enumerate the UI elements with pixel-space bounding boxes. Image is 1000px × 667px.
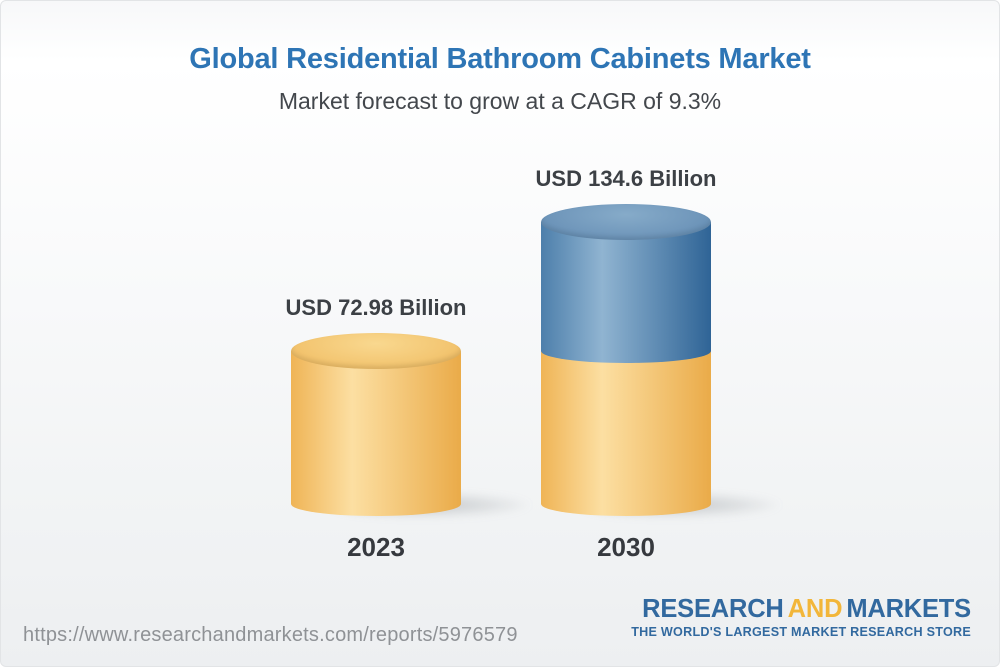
- x-axis-label-2030: 2030: [597, 532, 655, 562]
- logo-tagline: THE WORLD'S LARGEST MARKET RESEARCH STOR…: [631, 625, 971, 639]
- logo-wordmark: RESEARCH AND MARKETS: [631, 595, 971, 623]
- logo-word-markets: MARKETS: [846, 595, 971, 623]
- logo-word-research: RESEARCH: [642, 595, 784, 623]
- page-subtitle: Market forecast to grow at a CAGR of 9.3…: [278, 88, 722, 114]
- segment-2030-base: [541, 351, 711, 516]
- x-axis-label-2023: 2023: [347, 532, 405, 562]
- bar-value-label-2030: USD 134.6 Billion: [535, 166, 717, 191]
- cylinder-top-cap: [541, 204, 711, 240]
- segment-2023-base: [291, 351, 461, 516]
- cylinder-2023: [291, 333, 461, 516]
- segment-2030-growth: [541, 222, 711, 363]
- page-title: Global Residential Bathroom Cabinets Mar…: [189, 43, 811, 75]
- bar-value-label-2023: USD 72.98 Billion: [285, 295, 467, 320]
- cylinder-top-cap: [291, 333, 461, 369]
- logo-word-and: AND: [787, 595, 843, 623]
- cylinder-2030: [541, 204, 711, 516]
- report-url: https://www.researchandmarkets.com/repor…: [23, 624, 518, 646]
- research-and-markets-logo: RESEARCH AND MARKETS THE WORLD'S LARGEST M…: [631, 595, 971, 639]
